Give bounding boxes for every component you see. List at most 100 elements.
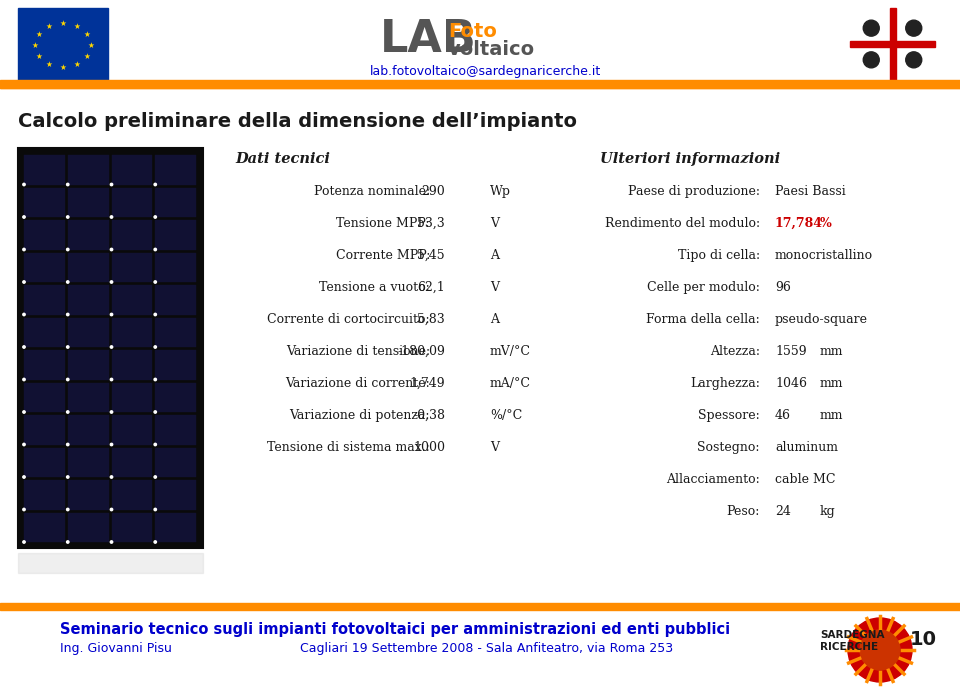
Circle shape	[905, 20, 922, 36]
Bar	[156, 350, 196, 380]
Text: ★: ★	[45, 22, 53, 31]
Text: Spessore:: Spessore:	[698, 409, 760, 422]
Text: ★: ★	[45, 60, 53, 69]
Circle shape	[110, 346, 112, 348]
Bar	[24, 350, 64, 380]
Circle shape	[154, 248, 156, 251]
Circle shape	[23, 508, 25, 511]
Text: pseudo-square: pseudo-square	[775, 313, 868, 326]
Bar	[156, 383, 196, 412]
Text: Variazione di corrente:: Variazione di corrente:	[285, 377, 430, 390]
Bar	[68, 480, 108, 510]
Bar	[68, 188, 108, 217]
Bar	[0, 80, 960, 88]
Text: Corrente MPP:: Corrente MPP:	[336, 249, 430, 262]
Bar	[68, 447, 108, 477]
Text: mm: mm	[820, 377, 844, 390]
Circle shape	[23, 443, 25, 446]
Circle shape	[23, 541, 25, 543]
Circle shape	[66, 313, 69, 315]
Bar	[24, 318, 64, 347]
Text: 17,784: 17,784	[775, 217, 823, 230]
Text: 96: 96	[775, 281, 791, 294]
Text: 1559: 1559	[775, 345, 806, 358]
Bar	[890, 8, 896, 80]
Circle shape	[154, 411, 156, 413]
Bar	[68, 285, 108, 315]
Text: 24: 24	[775, 505, 791, 518]
Bar	[156, 253, 196, 282]
Bar	[18, 8, 108, 83]
Bar	[18, 553, 203, 573]
Circle shape	[110, 281, 112, 283]
Bar	[24, 512, 64, 542]
Circle shape	[66, 248, 69, 251]
Circle shape	[66, 541, 69, 543]
Text: 290: 290	[421, 185, 445, 198]
Circle shape	[23, 378, 25, 380]
Circle shape	[863, 52, 879, 68]
Circle shape	[23, 281, 25, 283]
Text: 46: 46	[775, 409, 791, 422]
Text: Calcolo preliminare della dimensione dell’impianto: Calcolo preliminare della dimensione del…	[18, 112, 577, 131]
Text: Ulteriori informazioni: Ulteriori informazioni	[600, 152, 780, 166]
Bar	[156, 285, 196, 315]
Circle shape	[23, 411, 25, 413]
Text: mm: mm	[820, 345, 844, 358]
Text: V: V	[490, 217, 499, 230]
Bar	[156, 318, 196, 347]
Bar	[24, 285, 64, 315]
Circle shape	[905, 52, 922, 68]
Text: Ing. Giovanni Pisu: Ing. Giovanni Pisu	[60, 642, 172, 655]
Bar	[68, 220, 108, 249]
Bar	[24, 253, 64, 282]
Bar	[111, 318, 153, 347]
Text: Tipo di cella:: Tipo di cella:	[678, 249, 760, 262]
Circle shape	[66, 281, 69, 283]
Circle shape	[110, 476, 112, 478]
Circle shape	[154, 184, 156, 186]
Text: 5,45: 5,45	[418, 249, 445, 262]
Text: Tensione di sistema max.:: Tensione di sistema max.:	[267, 441, 430, 454]
Bar	[68, 415, 108, 445]
Bar	[24, 383, 64, 412]
Circle shape	[154, 508, 156, 511]
Bar	[156, 188, 196, 217]
Text: Cagliari 19 Settembre 2008 - Sala Anfiteatro, via Roma 253: Cagliari 19 Settembre 2008 - Sala Anfite…	[300, 642, 673, 655]
Text: ★: ★	[36, 52, 42, 61]
Circle shape	[66, 184, 69, 186]
Circle shape	[23, 476, 25, 478]
Circle shape	[154, 541, 156, 543]
Text: Tensione MPP:: Tensione MPP:	[337, 217, 430, 230]
Bar	[156, 480, 196, 510]
Circle shape	[848, 618, 912, 682]
Bar	[68, 350, 108, 380]
Circle shape	[110, 216, 112, 218]
Bar	[0, 81, 960, 88]
Text: Paesi Bassi: Paesi Bassi	[775, 185, 846, 198]
Text: kg: kg	[820, 505, 836, 518]
Bar	[24, 220, 64, 249]
Bar	[111, 155, 153, 184]
Bar	[68, 383, 108, 412]
Text: ★: ★	[60, 63, 66, 72]
Circle shape	[66, 476, 69, 478]
Text: mm: mm	[820, 409, 844, 422]
Bar	[68, 318, 108, 347]
Text: Forma della cella:: Forma della cella:	[646, 313, 760, 326]
Circle shape	[154, 346, 156, 348]
Bar	[18, 148, 203, 548]
Text: ★: ★	[60, 19, 66, 28]
Text: %: %	[820, 217, 831, 230]
Text: Variazione di potenza:: Variazione di potenza:	[290, 409, 430, 422]
Text: Rendimento del modulo:: Rendimento del modulo:	[605, 217, 760, 230]
Text: V: V	[490, 441, 499, 454]
Bar	[111, 188, 153, 217]
Bar	[111, 285, 153, 315]
Circle shape	[110, 411, 112, 413]
Text: Wp: Wp	[490, 185, 511, 198]
Text: Corrente di cortocircuito:: Corrente di cortocircuito:	[268, 313, 430, 326]
Text: A: A	[490, 249, 499, 262]
Text: 1000: 1000	[413, 441, 445, 454]
Bar	[111, 415, 153, 445]
